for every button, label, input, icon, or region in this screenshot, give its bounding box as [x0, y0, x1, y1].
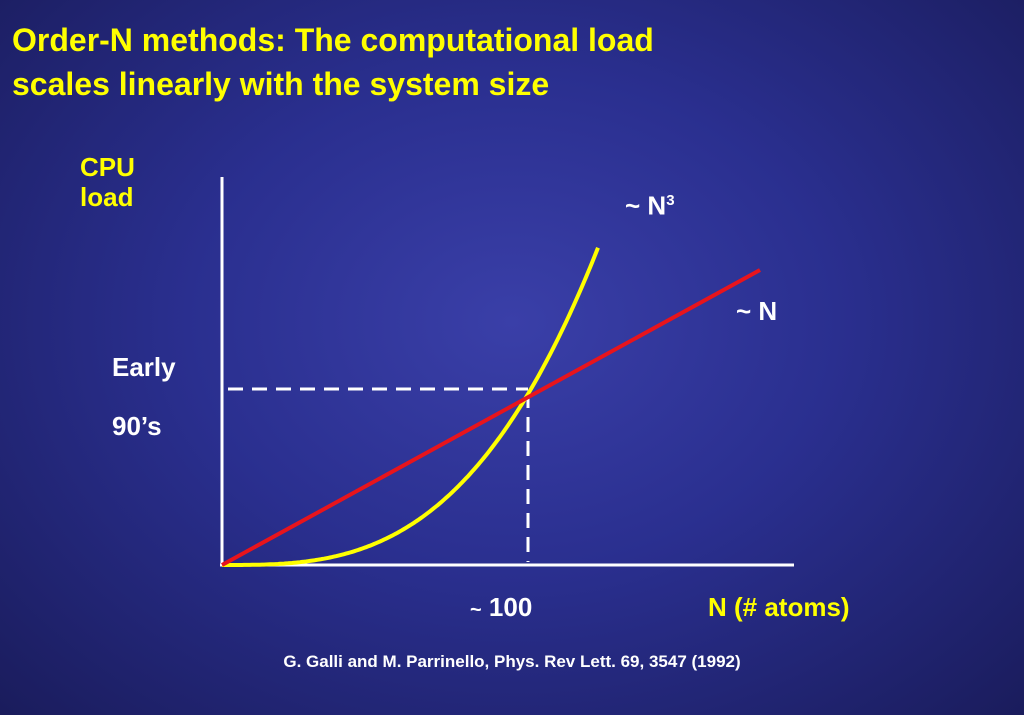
era-label-line-2: 90’s — [112, 411, 162, 441]
cubic-series-curve — [222, 247, 600, 567]
linear-series-label: ~ N — [736, 296, 778, 326]
cubic-series-label-base: ~ N — [625, 190, 667, 221]
x-axis-label: N (# atoms) — [708, 592, 850, 622]
slide-title: Order-N methods: The computational load … — [12, 18, 912, 106]
citation: G. Galli and M. Parrinello, Phys. Rev Le… — [283, 652, 741, 671]
y-axis-label-line-1: CPU — [80, 152, 135, 182]
crossover-tick-tilde: ~ — [470, 599, 482, 621]
slide-title-line-2: scales linearly with the system size — [12, 66, 550, 102]
y-axis-label: CPU load — [80, 152, 135, 212]
era-label-line-1: Early — [112, 352, 176, 382]
crossover-tick-value: 100 — [488, 592, 533, 622]
y-axis-label-line-2: load — [80, 182, 134, 212]
cubic-series-label-exponent: 3 — [666, 192, 675, 209]
crossover-tick-label: ~ 100 — [470, 592, 532, 625]
linear-series-line — [221, 268, 761, 567]
slide-title-line-1: Order-N methods: The computational load — [12, 22, 654, 58]
cubic-series-label: ~ N3 — [625, 186, 675, 221]
